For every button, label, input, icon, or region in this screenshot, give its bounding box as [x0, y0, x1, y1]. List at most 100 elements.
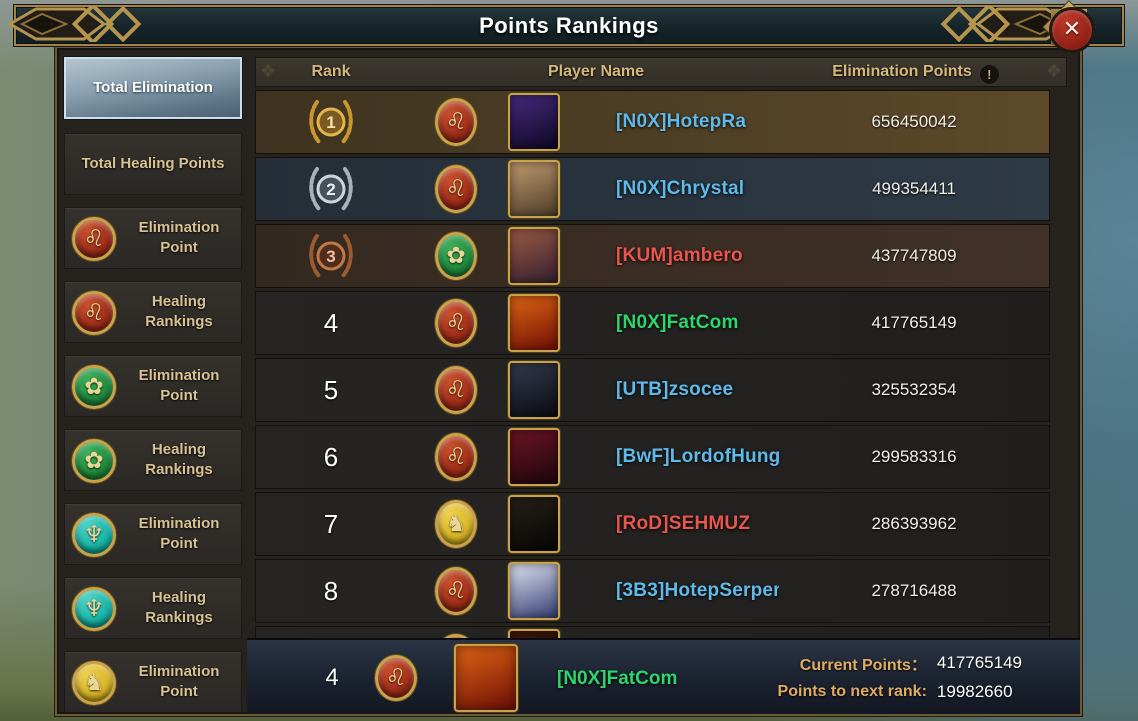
- rank-number: 8: [323, 575, 339, 606]
- points-cell: 656450042: [779, 112, 1049, 132]
- sidebar-item[interactable]: Total Elimination: [64, 57, 242, 119]
- house-sigil-icon: ♌: [385, 664, 407, 691]
- avatar-cell: [506, 227, 562, 285]
- table-row[interactable]: 2 2 ♌ [N0X]Chrystal 499354411: [255, 157, 1050, 221]
- close-icon: ✕: [1062, 17, 1082, 42]
- sidebar-item-label: Total Elimination: [93, 78, 213, 96]
- footer-stats: Current Points： 417765149 Points to next…: [778, 651, 1022, 702]
- house-sigil-icon: ✿: [446, 242, 466, 269]
- wolf-gold-emblem: ♞: [435, 500, 477, 548]
- table-row[interactable]: 6 6 ♌ [BwF]LordofHunger 299583316: [255, 425, 1050, 489]
- lion-red-emblem: ♌: [435, 299, 477, 347]
- table-row[interactable]: 3 3 ✿ [KUM]ambero 437747809: [255, 224, 1050, 288]
- avatar-cell: [506, 361, 562, 419]
- house-sigil-icon: ✿: [84, 373, 104, 400]
- sidebar-item[interactable]: ✿ Healing Rankings: [64, 429, 242, 491]
- page-title: Points Rankings: [479, 13, 659, 38]
- rank-cell: 8 8: [256, 576, 406, 607]
- sidebar-item[interactable]: ♆ Elimination Point: [64, 503, 242, 565]
- sidebar: Total Elimination Total Healing Points ♌…: [64, 57, 242, 714]
- emblem-cell: ♌: [406, 98, 506, 146]
- sidebar-item[interactable]: ♌ Healing Rankings: [64, 281, 242, 343]
- footer-rank-number: 4: [325, 664, 339, 691]
- table-row[interactable]: 8 8 ♌ [3B3]HotepSerpent 278716488: [255, 559, 1050, 623]
- avatar-cell: [506, 294, 562, 352]
- rank-cell: 4 4: [256, 308, 406, 339]
- sidebar-item-label: Healing Rankings: [145, 588, 213, 626]
- info-icon[interactable]: !: [978, 64, 1000, 85]
- wolf-gold-emblem: ♞: [72, 661, 116, 705]
- title-ornament-left: [8, 6, 142, 42]
- points-value: 656450042: [871, 112, 957, 131]
- emblem-cell: ✿: [406, 232, 506, 280]
- name-cell: [3B3]HotepSerpent: [562, 580, 779, 602]
- column-header-elimination-points: Elimination Points!: [781, 63, 1051, 85]
- house-sigil-icon: ♌: [83, 225, 105, 252]
- player-avatar[interactable]: [508, 495, 560, 553]
- points-cell: 286393962: [779, 514, 1049, 534]
- current-points-label: Current Points：: [799, 657, 927, 674]
- emblem-cell: ♌: [406, 433, 506, 481]
- lion-red-emblem: ♌: [435, 433, 477, 481]
- column-header-rank: Rank: [311, 63, 351, 80]
- name-cell: [BwF]LordofHunger: [562, 446, 779, 468]
- kraken-teal-emblem: ♆: [72, 587, 116, 631]
- player-avatar[interactable]: [508, 227, 560, 285]
- close-button[interactable]: ✕: [1042, 0, 1096, 54]
- sidebar-item[interactable]: ♞ Elimination Point: [64, 651, 242, 713]
- rank-cell: 3 3: [256, 230, 406, 282]
- house-sigil-icon: ♆: [83, 521, 105, 548]
- house-sigil-icon: ♌: [445, 108, 467, 135]
- sidebar-item-label: Elimination Point: [138, 366, 220, 404]
- points-value: 325532354: [871, 380, 957, 399]
- points-cell: 417765149: [779, 313, 1049, 333]
- player-name: [N0X]Chrystal: [616, 178, 745, 199]
- points-cell: 437747809: [779, 246, 1049, 266]
- lion-red-emblem: ♌: [435, 567, 477, 615]
- rank-number: 6: [323, 441, 339, 472]
- player-avatar[interactable]: [508, 629, 560, 638]
- player-avatar[interactable]: [508, 428, 560, 486]
- svg-text:2: 2: [326, 180, 335, 199]
- lion-red-emblem: ♌: [375, 655, 417, 701]
- table-row[interactable]: 7 7 ♞ [RoD]SEHMUZ 286393962: [255, 492, 1050, 556]
- footer-avatar[interactable]: [454, 644, 518, 712]
- sidebar-item[interactable]: ✿ Elimination Point: [64, 355, 242, 417]
- name-cell: [KUM]ambero: [562, 245, 779, 267]
- table-row[interactable]: 9 9 ♌: [255, 626, 1050, 638]
- column-header-points-text: Elimination Points: [832, 63, 972, 80]
- svg-text:3: 3: [326, 247, 335, 266]
- table-row[interactable]: 5 5 ♌ [UTB]zsocee 325532354: [255, 358, 1050, 422]
- sidebar-item-label: Elimination Point: [138, 662, 220, 700]
- player-name: [BwF]LordofHunger: [616, 446, 779, 467]
- rank-number: 7: [323, 508, 339, 539]
- table-row[interactable]: 4 4 ♌ [N0X]FatCom 417765149: [255, 291, 1050, 355]
- house-sigil-icon: ♌: [83, 299, 105, 326]
- emblem-cell: ♌: [406, 567, 506, 615]
- player-avatar[interactable]: [508, 294, 560, 352]
- current-points-value: 417765149: [936, 653, 1022, 672]
- sidebar-item[interactable]: Total Healing Points: [64, 133, 242, 195]
- house-sigil-icon: ♌: [445, 443, 467, 470]
- lion-red-emblem: ♌: [72, 291, 116, 335]
- table-row[interactable]: 1 1 ♌ [N0X]HotepRa 656450042: [255, 90, 1050, 154]
- player-avatar[interactable]: [508, 562, 560, 620]
- name-cell: [N0X]Chrystal: [562, 178, 779, 200]
- house-sigil-icon: ✿: [84, 447, 104, 474]
- sidebar-item-label: Healing Rankings: [145, 440, 213, 478]
- sidebar-item[interactable]: ♌ Elimination Point: [64, 207, 242, 269]
- points-cell: 499354411: [779, 179, 1049, 199]
- player-avatar[interactable]: [508, 160, 560, 218]
- points-value: 499354411: [872, 179, 956, 198]
- player-avatar[interactable]: [508, 361, 560, 419]
- rank-medal-icon: 2: [309, 167, 353, 211]
- sidebar-item-label: Elimination Point: [138, 514, 220, 552]
- svg-text:1: 1: [326, 113, 335, 132]
- house-sigil-icon: ♌: [445, 175, 467, 202]
- emblem-cell: ♌: [406, 299, 506, 347]
- header-diamond-decoration-right: ❖: [1045, 61, 1062, 82]
- sidebar-item[interactable]: ♆ Healing Rankings: [64, 577, 242, 639]
- emblem-cell: ♞: [406, 500, 506, 548]
- player-avatar[interactable]: [508, 93, 560, 151]
- player-name: [KUM]ambero: [616, 245, 743, 266]
